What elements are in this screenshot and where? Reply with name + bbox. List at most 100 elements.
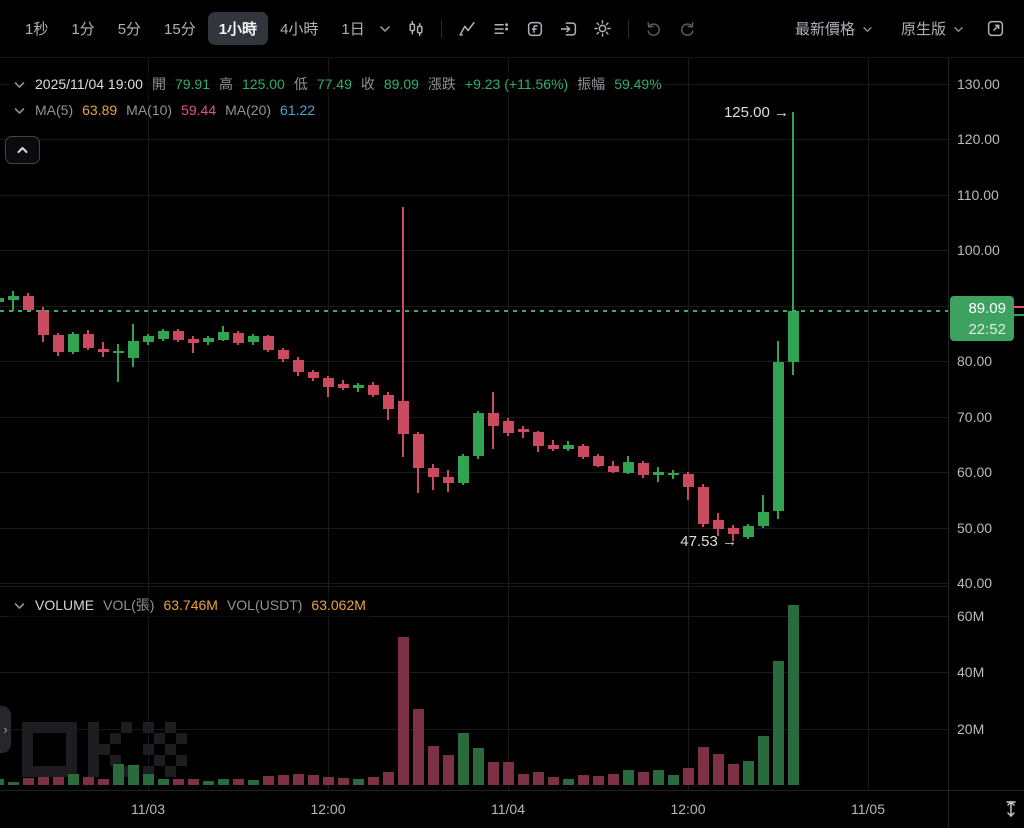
chart-plot-area[interactable]	[0, 0, 948, 790]
candle-body	[367, 384, 379, 395]
volume-bar	[172, 778, 184, 785]
collapse-row-chevron-icon[interactable]	[13, 597, 26, 613]
timeframe-button-4小時[interactable]: 4小時	[280, 21, 319, 38]
candlestick-style-icon[interactable]	[399, 12, 433, 46]
candle-body	[712, 519, 724, 529]
candle-body	[682, 473, 694, 488]
gridline-volume	[0, 672, 948, 673]
collapse-row-chevron-icon[interactable]	[13, 102, 26, 118]
candle-wick	[402, 207, 404, 457]
candle-countdown: 22:52	[968, 320, 1006, 338]
fullscreen-icon[interactable]	[978, 12, 1012, 46]
volume-bar	[412, 708, 424, 785]
chevron-up-icon	[17, 147, 28, 153]
time-axis-label: 11/04	[491, 801, 525, 817]
timeframe-button-5分[interactable]: 5分	[117, 21, 142, 38]
price-tick-label: 100.00	[957, 242, 1000, 258]
timeframe-dropdown-chevron-icon[interactable]	[379, 20, 391, 38]
chart-version-label: 原生版	[900, 21, 946, 38]
candle-body	[517, 428, 529, 433]
timeframe-button-1小時[interactable]: 1小時	[207, 12, 269, 45]
volume-info-row: VOLUME VOL(張) 63.746M VOL(USDT) 63.062M	[9, 593, 370, 617]
volume-bar	[97, 779, 109, 786]
price-tick-label: 110.00	[957, 187, 999, 203]
axis-scale-icon[interactable]	[1000, 797, 1022, 821]
open-value: 79.91	[174, 76, 210, 92]
timeframe-button-1日[interactable]: 1日	[341, 21, 365, 38]
candle-body	[277, 350, 289, 360]
volume-bar	[397, 636, 409, 785]
candle-body	[142, 335, 154, 343]
candle-body	[472, 412, 484, 456]
volume-bar	[202, 780, 214, 785]
candle-body	[322, 378, 334, 387]
timeframe-button-1秒[interactable]: 1秒	[25, 21, 49, 38]
candle-wick	[192, 335, 194, 353]
formula-icon[interactable]	[518, 12, 552, 46]
bid-price-line	[1008, 314, 1024, 316]
volume-bar	[562, 779, 574, 786]
redo-icon[interactable]	[671, 12, 705, 46]
candle-body	[577, 445, 589, 458]
candle-body	[292, 359, 304, 373]
indicators-icon[interactable]	[450, 12, 484, 46]
indicator-list-icon[interactable]	[484, 12, 518, 46]
volume-tick-label: 40M	[957, 664, 985, 680]
amplitude-value: 59.49%	[614, 76, 662, 92]
volume-bar	[262, 775, 274, 785]
time-axis-label: 11/03	[131, 801, 165, 817]
candle-body	[37, 309, 49, 336]
volume-bar	[322, 776, 334, 785]
price-tick-label: 120.00	[957, 131, 1000, 147]
volume-tick-label: 20M	[957, 721, 985, 737]
indicator-collapse-button[interactable]	[5, 136, 40, 164]
candle-body	[112, 350, 124, 353]
volume-bar	[442, 755, 454, 785]
vol-usdt-label: VOL(USDT)	[226, 597, 303, 613]
high-value: 125.00	[242, 76, 285, 92]
candle-body	[172, 330, 184, 340]
candle-body	[397, 401, 409, 435]
amplitude-label: 振幅	[577, 76, 606, 92]
save-layout-icon[interactable]	[552, 12, 586, 46]
toolbar-divider	[627, 19, 629, 38]
settings-gear-icon[interactable]	[586, 12, 620, 46]
close-value: 89.09	[383, 76, 419, 92]
panel-expand-handle-icon[interactable]: ›	[0, 706, 11, 753]
gridline-horizontal	[0, 250, 948, 252]
ohlc-info-row: 2025/11/04 19:00 開 79.91 高 125.00 低 77.4…	[9, 72, 666, 96]
vol-contracts-value: 63.746M	[163, 597, 218, 613]
volume-bar	[652, 769, 664, 785]
chart-version-dropdown[interactable]: 原生版	[901, 18, 964, 39]
volume-bar	[22, 777, 34, 785]
low-label: 低	[293, 76, 308, 92]
current-price-line	[0, 310, 948, 312]
candle-body	[307, 372, 319, 379]
candle-body	[772, 361, 784, 512]
axis-separator-vertical	[948, 57, 949, 828]
undo-icon[interactable]	[637, 12, 671, 46]
volume-bar	[577, 775, 589, 785]
price-mode-label: 最新價格	[794, 21, 855, 38]
candle-body	[697, 486, 709, 525]
candle-body	[127, 341, 139, 359]
pane-separator	[0, 586, 948, 587]
volume-bar	[187, 779, 199, 786]
price-mode-dropdown[interactable]: 最新價格	[795, 18, 873, 39]
gridline-volume	[0, 615, 948, 617]
chart-toolbar: 1秒 1分 5分 15分 1小時 4小時 1日 最新價格	[0, 0, 1024, 58]
collapse-row-chevron-icon[interactable]	[13, 76, 26, 92]
ma20-label: MA(20)	[225, 102, 272, 118]
price-tick-label: 50.00	[957, 520, 993, 536]
change-label: 漲跌	[427, 76, 456, 92]
gridline-horizontal	[0, 139, 948, 141]
timeframe-button-15分[interactable]: 15分	[164, 21, 196, 38]
volume-bar	[607, 774, 619, 785]
last-price-badge: 89.09 22:52	[950, 296, 1014, 341]
candle-body	[652, 471, 664, 476]
candle-wick	[762, 494, 764, 529]
timeframe-button-1分[interactable]: 1分	[71, 21, 95, 38]
candle-body	[727, 527, 739, 535]
candle-body	[247, 335, 259, 342]
candle-body	[82, 334, 94, 349]
